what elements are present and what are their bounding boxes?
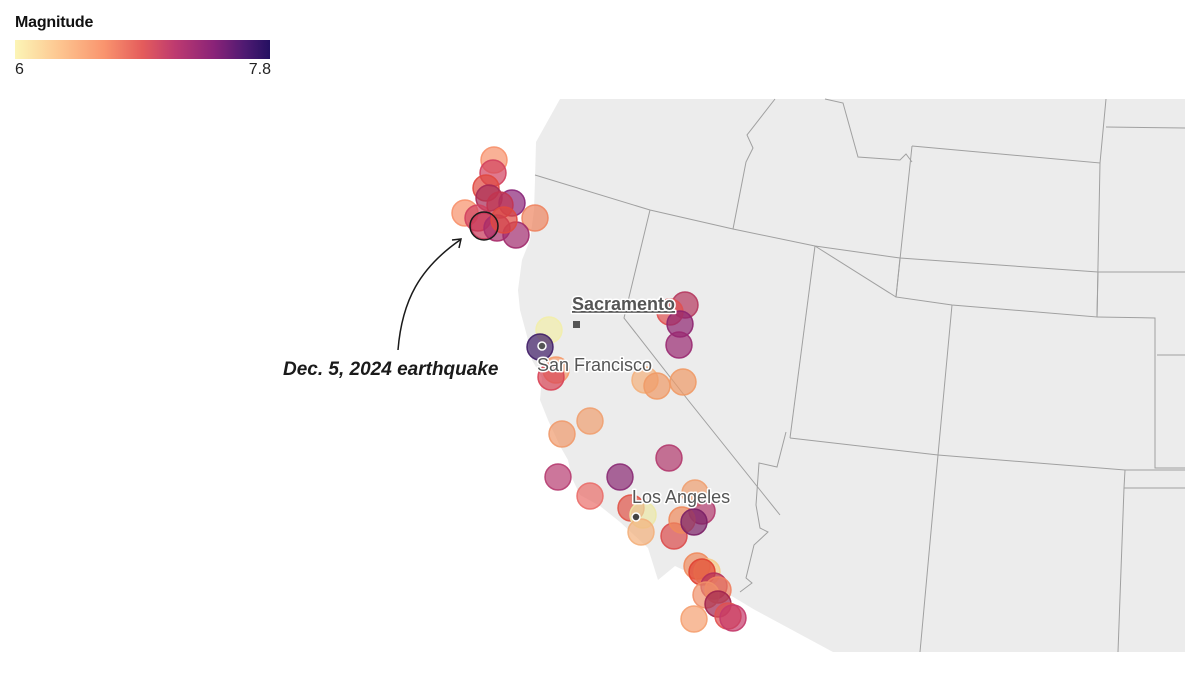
earthquake-point[interactable] (655, 444, 683, 472)
earthquake-point[interactable] (537, 363, 565, 391)
legend-title: Magnitude (15, 14, 94, 31)
earthquake-point[interactable] (576, 407, 604, 435)
san-francisco-marker-icon (537, 341, 547, 351)
sacramento-marker-icon (573, 321, 580, 328)
earthquake-points (451, 146, 747, 633)
earthquake-point[interactable] (669, 368, 697, 396)
city-label-sacramento: Sacramento (572, 294, 675, 314)
magnitude-legend: Magnitude 6 7.8 (15, 14, 271, 81)
earthquake-point[interactable] (521, 204, 549, 232)
earthquake-point[interactable] (606, 463, 634, 491)
legend-color-bar (15, 40, 270, 59)
annotation-arrow (397, 239, 461, 351)
earthquake-point[interactable] (680, 605, 708, 633)
annotation-label: Dec. 5, 2024 earthquake (283, 359, 499, 380)
earthquake-point[interactable] (544, 463, 572, 491)
legend-labels: 6 7.8 (15, 61, 271, 81)
earthquake-point[interactable] (719, 604, 747, 632)
earthquake-point[interactable] (576, 482, 604, 510)
legend-min-label: 6 (15, 61, 24, 78)
earthquake-point[interactable] (680, 508, 708, 536)
legend-max-label: 7.8 (248, 61, 271, 78)
arrowhead-icon (451, 238, 462, 249)
los-angeles-marker-icon (631, 512, 641, 522)
highlighted-earthquake-ring[interactable] (469, 211, 499, 241)
earthquake-point[interactable] (548, 420, 576, 448)
earthquake-point[interactable] (665, 331, 693, 359)
earthquake-point[interactable] (643, 372, 671, 400)
city-label-los-angeles: Los Angeles (632, 487, 730, 507)
earthquake-point[interactable] (490, 206, 518, 234)
city-label-san-francisco: San Francisco (537, 355, 652, 375)
earthquake-point[interactable] (627, 518, 655, 546)
state-borders (534, 98, 1186, 653)
land-mass (518, 99, 1185, 652)
